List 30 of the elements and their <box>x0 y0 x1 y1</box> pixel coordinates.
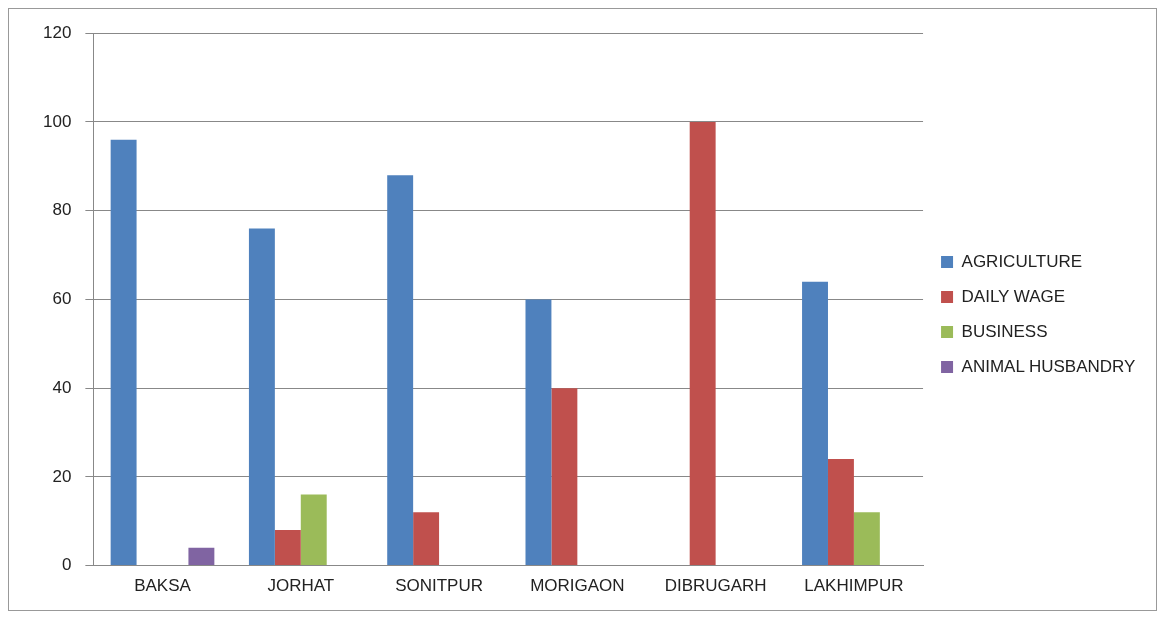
x-tick-label: JORHAT <box>267 576 335 596</box>
x-tick-label: DIBRUGARH <box>664 576 767 596</box>
x-tick-label: BAKSA <box>134 576 192 596</box>
bar <box>525 299 552 566</box>
bar <box>110 139 137 566</box>
y-tick-label: 0 <box>61 555 72 575</box>
legend-label: ANIMAL HUSBANDRY <box>961 356 1136 376</box>
bar <box>853 512 880 566</box>
y-tick-label: 20 <box>52 466 72 486</box>
bar <box>188 547 215 566</box>
bar <box>387 175 414 566</box>
y-tick-label: 80 <box>52 200 72 220</box>
bar <box>248 228 275 566</box>
x-tick-label: MORIGAON <box>530 576 625 596</box>
legend-label: BUSINESS <box>961 321 1048 341</box>
legend-label: DAILY WAGE <box>961 286 1066 306</box>
bar <box>300 494 327 566</box>
bar <box>827 459 854 566</box>
bar <box>274 530 301 566</box>
x-tick-label: SONITPUR <box>395 576 483 596</box>
y-tick-label: 60 <box>52 289 72 309</box>
bar <box>413 512 440 566</box>
legend-label: AGRICULTURE <box>961 251 1083 271</box>
bar <box>802 281 828 566</box>
y-tick-label: 40 <box>52 377 72 397</box>
x-tick-label: LAKHIMPUR <box>804 576 904 596</box>
y-tick-label: 120 <box>42 22 72 42</box>
y-tick-label: 100 <box>42 111 72 131</box>
bar <box>689 121 716 566</box>
bar <box>551 388 578 566</box>
